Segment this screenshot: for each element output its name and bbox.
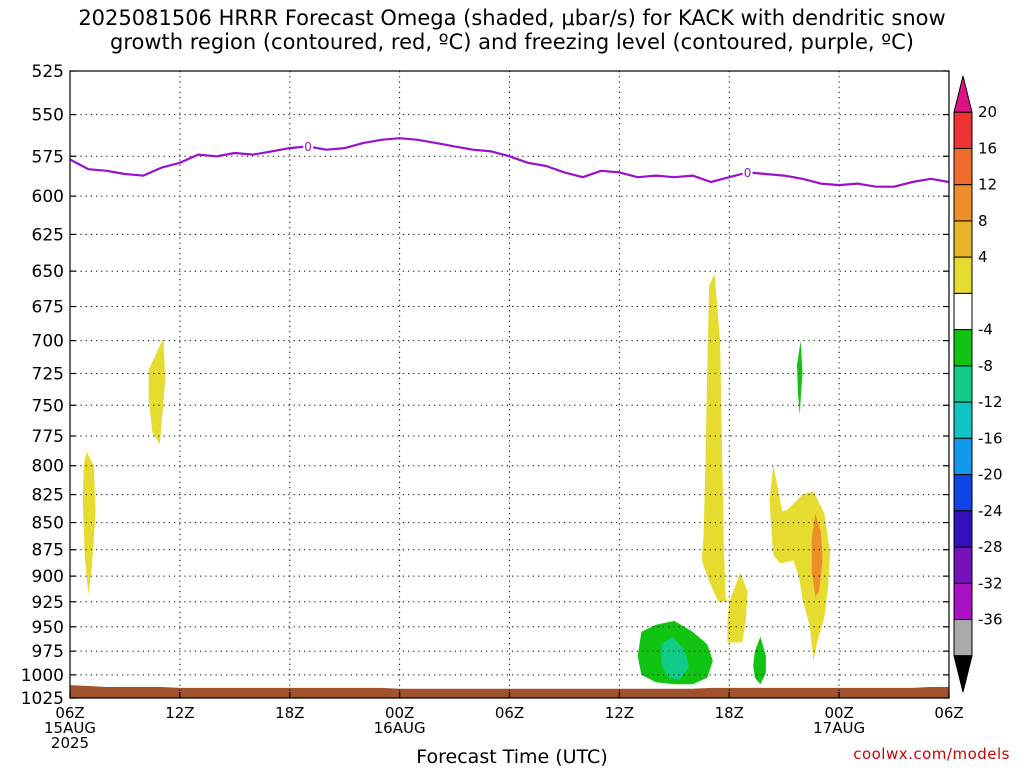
freezing-level-label-bg-0: [303, 139, 314, 153]
y-tick-label-975: 975: [32, 642, 64, 662]
x-tick-label-6-0: 12Z: [165, 704, 194, 722]
y-tick-label-750: 750: [32, 396, 64, 416]
colorbar-bin-12: [953, 510, 973, 548]
omega-region-2: [701, 274, 728, 602]
omega-region-3: [727, 573, 748, 643]
omega-shading-layer: [82, 274, 830, 685]
colorbar-bin-6: [953, 292, 973, 331]
y-tick-label-850: 850: [32, 514, 64, 534]
colorbar-bin-0: [953, 75, 973, 113]
x-tick-label-12-0: 18Z: [275, 704, 304, 722]
x-axis-label: Forecast Time (UTC): [416, 746, 608, 768]
y-tick-label-800: 800: [32, 457, 64, 477]
y-axis: 525 550 575 600 625 650 675 700 725 750 775 800 825 8…: [21, 62, 949, 709]
x-tick-label-0-0: 06Z: [55, 704, 84, 722]
colorbar-bin-14: [953, 582, 973, 621]
freezing-level-line: [69, 137, 950, 188]
y-tick-label-950: 950: [32, 618, 64, 638]
y-tick-label-650: 650: [32, 262, 64, 282]
y-tick-label-1025: 1025: [21, 689, 64, 709]
y-tick-label-1000: 1000: [21, 666, 64, 686]
y-tick-label-550: 550: [32, 106, 64, 126]
x-tick-label-36-0: 18Z: [715, 704, 744, 722]
colorbar-bin-15: [953, 619, 973, 657]
x-tick-label-48-0: 06Z: [934, 704, 963, 722]
colorbar-label-8: -16: [978, 429, 1003, 447]
colorbar-bin-9: [953, 401, 973, 439]
colorbar-bin-11: [953, 474, 973, 512]
y-tick-label-575: 575: [32, 147, 64, 167]
x-tick-label-0-1: 15AUG: [44, 719, 96, 737]
freezing-level-label-0: 0: [304, 140, 312, 154]
y-tick-label-675: 675: [32, 298, 64, 318]
colorbar-label-4: 4: [978, 248, 988, 266]
x-tick-label-0-2: 2025: [51, 734, 89, 752]
colorbar-label-6: -8: [978, 357, 993, 375]
omega-region-7: [661, 636, 689, 680]
y-tick-label-875: 875: [32, 541, 64, 561]
colorbar-label-1: 16: [978, 139, 997, 157]
omega-region-8: [753, 636, 766, 685]
y-tick-label-525: 525: [32, 62, 64, 82]
y-tick-label-700: 700: [32, 332, 64, 352]
colorbar-bin-16: [953, 655, 973, 693]
x-tick-label-24-0: 06Z: [495, 704, 524, 722]
omega-region-0: [82, 451, 96, 595]
colorbar-bin-13: [953, 546, 973, 584]
colorbar-bin-7: [953, 329, 973, 367]
colorbar-label-13: -36: [978, 611, 1003, 629]
y-tick-label-625: 625: [32, 225, 64, 245]
y-tick-label-900: 900: [32, 567, 64, 587]
freezing-level-layer: 00: [69, 137, 950, 188]
omega-region-9: [797, 340, 803, 416]
colorbar-label-2: 12: [978, 176, 997, 194]
omega-region-1: [148, 337, 166, 445]
colorbar-bin-1: [953, 111, 973, 149]
colorbar-bin-4: [953, 220, 973, 258]
colorbar-bin-5: [953, 256, 973, 294]
freezing-level-label-bg-1: [742, 165, 753, 179]
credit-text: coolwx.com/models: [853, 745, 1010, 763]
colorbar-label-11: -28: [978, 538, 1003, 556]
y-tick-label-725: 725: [32, 364, 64, 384]
colorbar-label-12: -32: [978, 574, 1003, 592]
y-tick-label-775: 775: [32, 427, 64, 447]
x-tick-label-42-1: 17AUG: [813, 719, 865, 737]
colorbar-bin-10: [953, 437, 973, 476]
colorbar-label-7: -12: [978, 393, 1003, 411]
x-tick-label-18-1: 16AUG: [374, 719, 426, 737]
colorbar-label-10: -24: [978, 502, 1003, 520]
x-tick-label-42-0: 00Z: [824, 704, 853, 722]
y-tick-label-925: 925: [32, 593, 64, 613]
colorbar-bin-8: [953, 365, 973, 403]
x-tick-label-18-0: 00Z: [385, 704, 414, 722]
colorbar-label-0: 20: [978, 103, 997, 121]
chart-title: 2025081506 HRRR Forecast Omega (shaded, …: [0, 6, 1024, 54]
chart-title-line-1: 2025081506 HRRR Forecast Omega (shaded, …: [78, 6, 946, 30]
y-tick-label-600: 600: [32, 187, 64, 207]
grid-layer: [70, 71, 949, 698]
freezing-level-label-1: 0: [744, 166, 752, 180]
x-tick-label-30-0: 12Z: [605, 704, 634, 722]
chart-title-line-2: growth region (contoured, red, ºC) and f…: [110, 30, 914, 54]
colorbar-bin-2: [953, 147, 973, 186]
colorbar-label-3: 8: [978, 212, 988, 230]
y-tick-label-825: 825: [32, 486, 64, 506]
colorbar: 20 16 12 8 4 -4 -8 -12 -16 -20 -24 -28 -32 -36: [953, 75, 1003, 693]
colorbar-label-9: -20: [978, 466, 1003, 484]
colorbar-bin-3: [953, 184, 973, 222]
omega-region-4: [769, 465, 830, 661]
colorbar-label-5: -4: [978, 321, 993, 339]
